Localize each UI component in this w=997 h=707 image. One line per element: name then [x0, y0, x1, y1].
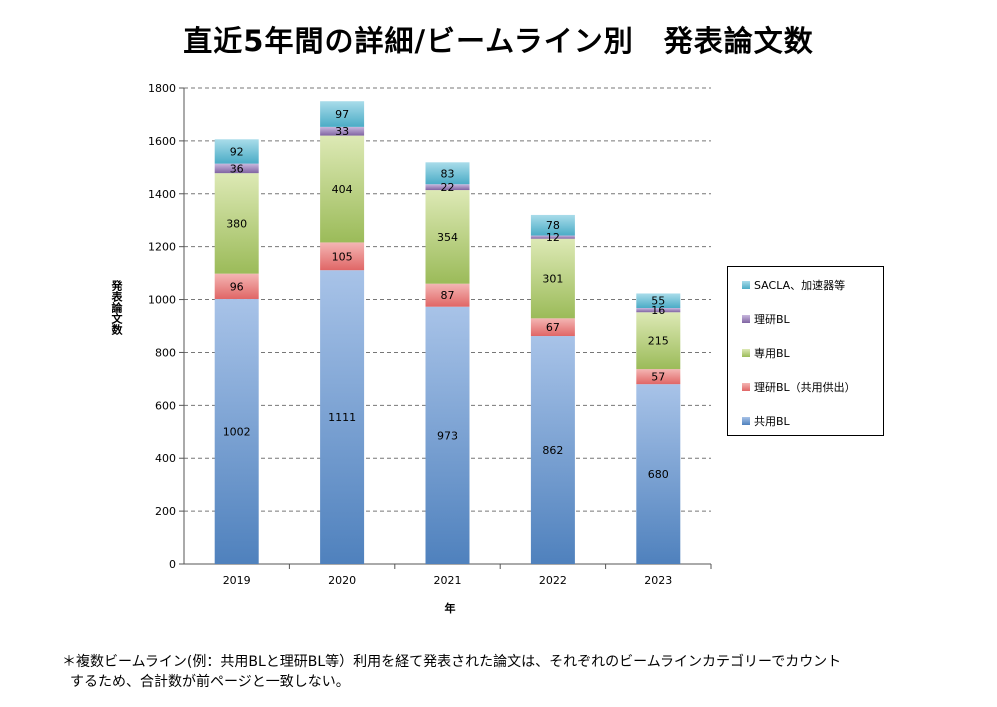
bar-2023-series-4 [636, 293, 681, 309]
data-label-2019-series-0: 1002 [223, 426, 251, 439]
y-tick-label: 1000 [148, 294, 176, 307]
bar-2023-series-0 [636, 384, 681, 564]
bar-2022-series-3 [530, 235, 575, 239]
bar-2021-series-0 [425, 306, 470, 564]
legend-item: 理研BL [742, 311, 790, 327]
bar-2020-series-1 [320, 242, 365, 271]
legend-swatch [742, 315, 750, 323]
y-tick-label: 200 [155, 505, 176, 518]
y-tick-label: 400 [155, 452, 176, 465]
data-label-2022-series-4: 78 [546, 219, 560, 232]
bar-2020-series-4 [320, 101, 365, 127]
data-label-2020-series-2: 404 [332, 183, 353, 196]
footnote-line-1: ＊複数ビームライン(例：共用BLと理研BL等）利用を経て発表された論文は、それぞ… [62, 654, 842, 670]
legend-label: 専用BL [754, 347, 790, 360]
bar-2021-series-3 [425, 184, 470, 191]
bar-2022-series-4 [530, 214, 575, 236]
legend-item: 共用BL [742, 413, 790, 429]
bar-2022-series-1 [530, 318, 575, 337]
y-tick-label: 1600 [148, 135, 176, 148]
data-label-2021-series-0: 973 [437, 429, 458, 442]
bar-2020-series-0 [320, 270, 365, 564]
y-tick-label: 1400 [148, 188, 176, 201]
legend-swatch [742, 281, 750, 289]
y-tick-label: 800 [155, 346, 176, 359]
data-label-2023-series-0: 680 [648, 468, 669, 481]
legend-label: 共用BL [754, 415, 790, 428]
bar-2020-series-3 [320, 126, 365, 136]
data-label-2021-series-1: 87 [441, 289, 455, 302]
bar-2023-series-3 [636, 308, 681, 313]
y-tick-label: 0 [169, 558, 176, 571]
data-label-2022-series-2: 301 [542, 273, 563, 286]
legend-label: 理研BL [754, 313, 790, 326]
bar-2020-series-2 [320, 135, 365, 243]
x-tick-label-2023: 2023 [644, 574, 672, 587]
legend-swatch [742, 349, 750, 357]
stacked-bar-chart: 0 200 400 600 800 1000 1200 1400 1600 1800 2019 202… [148, 82, 712, 587]
data-label-2020-series-3: 33 [335, 125, 349, 138]
bar-2019-series-4 [214, 139, 259, 164]
data-label-2021-series-3: 22 [441, 181, 455, 194]
data-label-2022-series-3: 12 [546, 231, 560, 244]
bar-2022-series-0 [530, 336, 575, 564]
footnote: ＊複数ビームライン(例：共用BLと理研BL等）利用を経て発表された論文は、それぞ… [62, 652, 962, 692]
x-tick-label-2019: 2019 [223, 574, 251, 587]
bar-2023-series-2 [636, 312, 681, 370]
bars [214, 101, 681, 564]
bar-2019-series-3 [214, 163, 259, 174]
footnote-line-2: するため、合計数が前ページと一致しない。 [70, 674, 350, 690]
x-tick-label-2020: 2020 [328, 574, 356, 587]
data-label-2023-series-4: 55 [651, 295, 665, 308]
bar-2019-series-1 [214, 273, 259, 300]
y-axis-label: 発表論文数 [110, 280, 123, 335]
data-label-2020-series-4: 97 [335, 108, 349, 121]
x-axis-label: 年 [444, 602, 456, 615]
chart-title: 直近5年間の詳細/ビームライン別 発表論文数 [183, 24, 814, 58]
data-label-2019-series-4: 92 [230, 145, 244, 158]
y-tick-label: 600 [155, 399, 176, 412]
y-tick-label: 1800 [148, 82, 176, 95]
x-tick-label-2021: 2021 [434, 574, 462, 587]
data-label-2021-series-4: 83 [441, 167, 455, 180]
bar-2019-series-2 [214, 173, 259, 274]
data-label-2022-series-0: 862 [542, 444, 563, 457]
data-label-2021-series-2: 354 [437, 231, 458, 244]
data-label-2022-series-1: 67 [546, 321, 560, 334]
bar-2021-series-4 [425, 162, 470, 185]
bar-2022-series-2 [530, 238, 575, 319]
legend-label: SACLA、加速器等 [754, 279, 846, 292]
data-label-2019-series-1: 96 [230, 280, 244, 293]
x-tick-label-2022: 2022 [539, 574, 567, 587]
data-label-2023-series-3: 16 [651, 304, 665, 317]
y-tick-label: 1200 [148, 241, 176, 254]
legend-item: SACLA、加速器等 [742, 277, 845, 293]
axes: 0 200 400 600 800 1000 1200 1400 1600 1800 2019 202… [148, 82, 712, 587]
legend-item: 理研BL（共用供出） [742, 379, 856, 395]
grid-lines [184, 87, 711, 512]
data-label-2019-series-2: 380 [226, 217, 247, 230]
bar-2019-series-0 [214, 299, 259, 564]
legend-item: 専用BL [742, 345, 790, 361]
bar-2021-series-2 [425, 190, 470, 284]
legend: SACLA、加速器等 理研BL 専用BL 理研BL（共用供出） 共用BL [727, 266, 884, 436]
legend-swatch [742, 383, 750, 391]
data-label-2019-series-3: 36 [230, 162, 244, 175]
legend-label: 理研BL（共用供出） [754, 381, 856, 394]
bar-2023-series-1 [636, 369, 681, 385]
data-label-2020-series-0: 1111 [328, 411, 356, 424]
data-label-2023-series-1: 57 [651, 371, 665, 384]
data-label-2023-series-2: 215 [648, 335, 669, 348]
legend-swatch [742, 417, 750, 425]
data-label-2020-series-1: 105 [332, 250, 353, 263]
bar-2021-series-1 [425, 283, 470, 307]
